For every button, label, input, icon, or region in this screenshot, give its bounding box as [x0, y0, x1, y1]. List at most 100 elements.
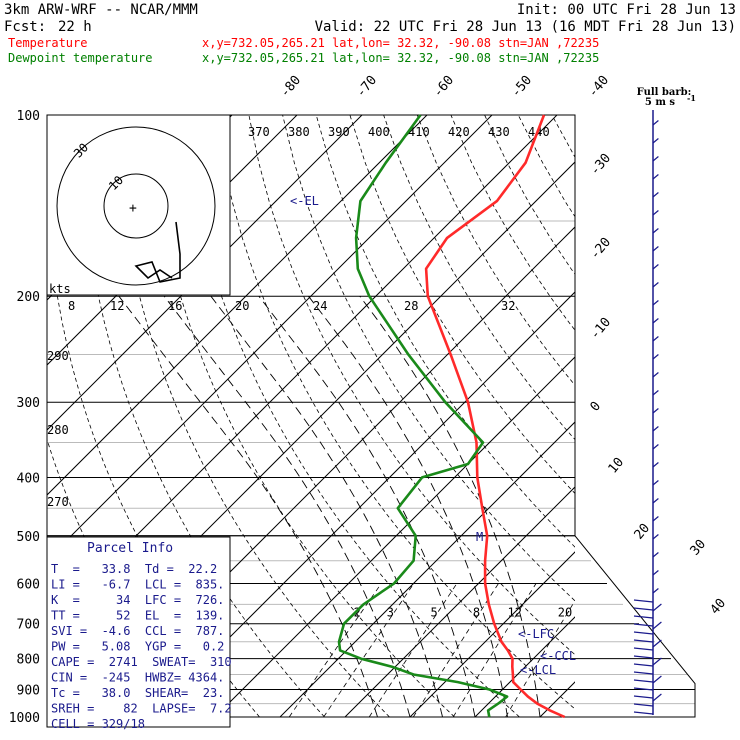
marker-m: M	[476, 530, 483, 544]
isotherm	[279, 421, 575, 717]
wind-barb	[652, 498, 659, 504]
wind-barb	[652, 462, 659, 468]
wind-barb	[652, 693, 662, 702]
theta-left-label: 270	[47, 495, 69, 509]
wind-barb-low	[633, 695, 654, 699]
hodo-scale-label: 24	[313, 299, 327, 313]
theta-label: 410	[408, 125, 430, 139]
isotherm	[344, 486, 575, 717]
wind-barb	[652, 264, 659, 270]
header-init: Init: 00 UTC Fri 28 Jun 13	[517, 2, 736, 18]
wind-barb	[652, 603, 662, 612]
wind-barb	[652, 300, 659, 306]
wind-barb	[652, 282, 659, 288]
wind-barb-low	[633, 671, 654, 675]
header: 3km ARW-WRF -- NCAR/MMM Init: 00 UTC Fri…	[4, 2, 736, 65]
wind-barb	[652, 390, 659, 396]
wind-barb	[652, 534, 659, 540]
parcel-info-row: CIN = -245 HWBZ= 4364.	[51, 671, 224, 685]
pressure-tick-label: 600	[17, 577, 40, 592]
wind-legend-line1: Full barb:	[637, 87, 692, 98]
level-markers: <-EL <-LFC <-CCL <-LCL M	[290, 194, 576, 677]
wind-barb-low	[633, 687, 654, 691]
moist-adiabat	[210, 295, 443, 717]
theta-label: 420	[448, 125, 470, 139]
dry-adiabat	[315, 115, 575, 548]
dry-adiabat	[248, 115, 575, 656]
wind-barb	[652, 336, 659, 342]
parcel-info-row: K = 34 LFC = 726.	[51, 593, 224, 607]
temperature-legend-info: x,y=732.05,265.21 lat,lon= 32.32, -90.08…	[202, 36, 599, 50]
parcel-info-row: T = 33.8 Td = 22.2	[51, 562, 217, 576]
parcel-info-row: TT = 52 EL = 139.	[51, 609, 224, 623]
parcel-info-row: CAPE = 2741 SWEAT= 310	[51, 655, 232, 669]
wind-barb	[652, 426, 659, 432]
parcel-info-row: Tc = 38.0 SHEAR= 23.	[51, 686, 224, 700]
hodograph-center-marker: +	[129, 201, 137, 216]
wind-barb-low	[633, 703, 654, 707]
header-model: 3km ARW-WRF -- NCAR/MMM	[4, 2, 198, 18]
mixing-ratio-label: 5	[431, 606, 438, 620]
theta-label: 430	[488, 125, 510, 139]
isotherm	[47, 115, 428, 496]
pressure-tick-label: 100	[17, 109, 40, 124]
marker-el: <-EL	[290, 194, 319, 208]
theta-label: 370	[248, 125, 270, 139]
theta-label: 390	[328, 125, 350, 139]
mixing-ratio-lines: 2 3 5 8 12 20	[288, 583, 575, 717]
theta-label: 380	[288, 125, 310, 139]
wind-barb	[652, 552, 659, 558]
hodograph: 30 10 + kts	[46, 114, 231, 296]
parcel-info-row: CELL = 329/18	[51, 717, 145, 731]
pressure-tick-label: 1000	[9, 711, 40, 726]
pressure-tick-label: 500	[17, 530, 40, 545]
wind-barb	[652, 318, 659, 324]
mixing-ratio-line	[412, 583, 499, 717]
hodo-scale-label: 12	[110, 299, 124, 313]
hodograph-trace	[134, 221, 181, 283]
temperature-points	[426, 114, 565, 718]
theta-label: 400	[368, 125, 390, 139]
wind-barb	[652, 480, 659, 486]
wind-barb-low	[633, 711, 654, 715]
parcel-info-row: LI = -6.7 LCL = 835.	[51, 578, 224, 592]
pressure-tick-label: 900	[17, 683, 40, 698]
dewpoint-legend-info: x,y=732.05,265.21 lat,lon= 32.32, -90.08…	[202, 51, 599, 65]
wind-legend-line2: 5 m s	[645, 97, 676, 108]
wind-barb	[652, 246, 659, 252]
wind-barb-low	[633, 607, 654, 611]
isotherm	[409, 551, 575, 717]
moist-adiabat	[163, 295, 411, 717]
hodo-scale-label: 20	[235, 299, 249, 313]
moist-adiabat	[258, 295, 476, 717]
wind-barb-low	[633, 647, 654, 651]
wind-barb-column: Full barb: 5 m s -1	[633, 87, 696, 715]
wind-barb-low	[633, 599, 654, 603]
mixing-ratio-line	[452, 583, 537, 717]
hodograph-unit-label: kts	[49, 282, 71, 296]
wind-barbs	[633, 120, 662, 715]
wind-barb	[652, 639, 662, 648]
mixing-ratio-label: 12	[507, 606, 521, 620]
parcel-info-box	[46, 536, 231, 728]
wind-legend-sup: -1	[687, 93, 696, 103]
wind-barb	[652, 444, 659, 450]
header-valid: Valid: 22 UTC Fri 28 Jun 13 (16 MDT Fri …	[315, 19, 736, 35]
dry-adiabat	[416, 115, 575, 386]
mixing-ratio-line	[505, 599, 575, 717]
mixing-ratio-label: 3	[387, 606, 394, 620]
hodo-scale-label: 28	[404, 299, 418, 313]
marker-lfc: <-LFC	[518, 627, 554, 641]
mixing-ratio-label: 2	[354, 606, 361, 620]
isotherm	[214, 356, 575, 717]
wind-barb	[652, 228, 659, 234]
wind-barb	[652, 120, 659, 126]
dry-adiabat	[181, 115, 520, 717]
dewpoint-points	[338, 114, 508, 718]
wind-barb-low	[633, 623, 654, 627]
pressure-tick-label: 300	[17, 396, 40, 411]
isotherm	[47, 115, 363, 431]
wind-barb	[652, 516, 659, 522]
wind-barb-low	[633, 679, 654, 683]
